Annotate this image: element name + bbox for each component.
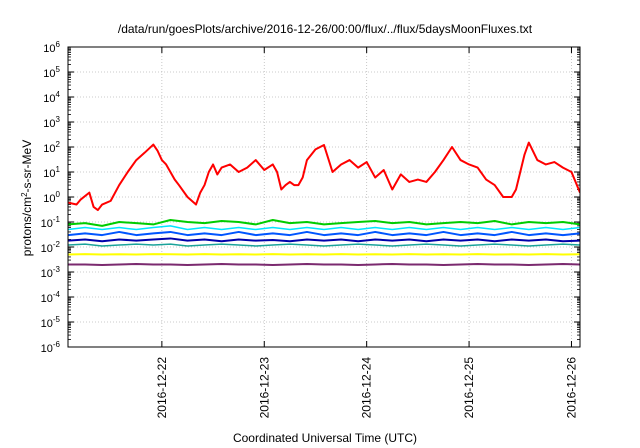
y-tick-label-exp: 3 [56,115,61,124]
y-tick-label: 10-1 [41,215,61,230]
y-tick-label-base: 10 [41,268,53,280]
series-line-3 [68,230,580,237]
y-tick-label-exp: 5 [56,65,61,74]
y-tick-label-base: 10 [43,143,55,155]
y-tick-label: 10-6 [41,340,61,355]
y-tick-label-base: 10 [41,243,53,255]
x-tick-label: 2016-12-24 [360,357,374,419]
y-tick-label: 101 [43,165,60,180]
y-tick-label-exp: -1 [53,215,61,224]
y-axis-label: protons/cm2-s-sr-MeV [20,140,34,256]
y-tick-label-base: 10 [43,168,55,180]
y-tick-label-base: 10 [43,68,55,80]
plot-border [67,46,581,348]
y-tick-labels: 10-610-510-410-310-210-11001011021031041… [41,40,61,355]
y-tick-label-base: 10 [43,43,55,55]
y-tick-label: 10-3 [41,265,61,280]
y-tick-label-exp: -3 [53,265,61,274]
y-tick-label-base: 10 [41,218,53,230]
y-tick-label: 102 [43,140,60,155]
y-tick-label-base: 10 [43,193,55,205]
series-line-7 [68,262,580,267]
series-line-5 [68,243,580,247]
y-tick-label-base: 10 [41,318,53,330]
y-tick-label: 100 [43,190,60,205]
x-tick-label: 2016-12-22 [155,357,169,419]
x-tick-label: 2016-12-23 [257,357,271,419]
series-lines [68,141,580,267]
series-line-4 [68,237,580,243]
y-tick-label-exp: -2 [53,240,61,249]
y-tick-label: 106 [43,40,60,55]
chart-title: /data/run/goesPlots/archive/2016-12-26/0… [118,22,533,36]
y-tick-label-exp: 4 [56,90,61,99]
y-tick-label-exp: -4 [53,290,61,299]
y-tick-label-base: 10 [41,343,53,355]
x-tick-label: 2016-12-26 [564,357,578,419]
y-tick-label-exp: 2 [56,140,61,149]
y-tick-label-base: 10 [43,118,55,130]
y-tick-label: 10-4 [41,290,61,305]
y-tick-label: 10-5 [41,315,61,330]
x-tick-label: 2016-12-25 [462,357,476,419]
y-tick-label: 104 [43,90,60,105]
y-tick-label-base: 10 [43,93,55,105]
y-axis-label-rest: -s-sr-MeV [20,140,34,193]
x-axis-label: Coordinated Universal Time (UTC) [233,431,417,445]
y-tick-label: 105 [43,65,60,80]
y-tick-label-exp: -6 [53,340,61,349]
y-tick-label-exp: -5 [53,315,61,324]
y-tick-label-base: 10 [41,293,53,305]
y-tick-label-exp: 6 [56,40,61,49]
y-axis-label-sup: 2 [20,192,29,197]
y-axis-label-base: protons/cm [20,197,34,256]
y-tick-label-exp: 1 [56,165,61,174]
grid [68,47,580,347]
series-line-0 [68,141,580,212]
series-line-2 [68,225,580,231]
y-tick-label-exp: 0 [56,190,61,199]
x-tick-labels: 2016-12-22 2016-12-23 2016-12-24 2016-12-25… [155,357,579,419]
y-tick-label: 103 [43,115,60,130]
y-tick-label: 10-2 [41,240,61,255]
series-line-1 [68,219,580,227]
